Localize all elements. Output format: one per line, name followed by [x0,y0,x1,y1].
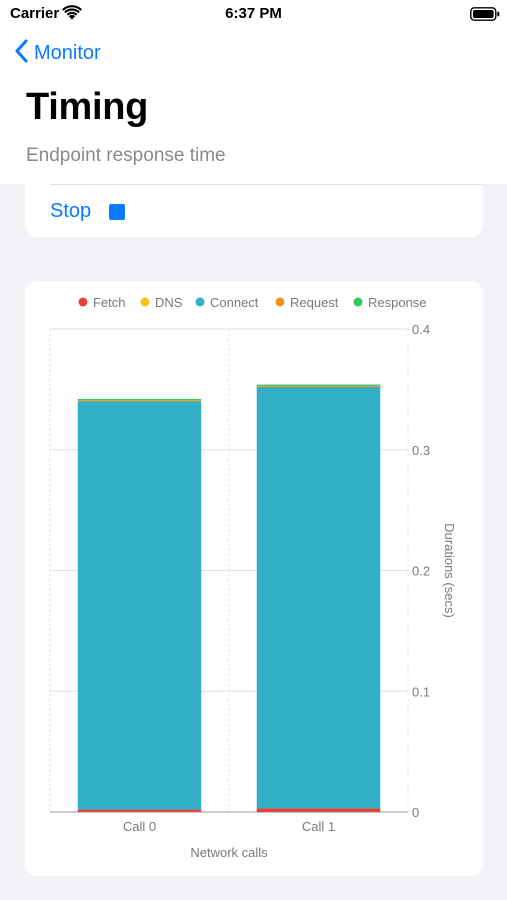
back-button-label: Monitor [34,41,101,64]
legend-item-request: Request [275,295,339,310]
y-tick-label: 0.2 [412,564,430,579]
y-tick-label: 0.3 [412,443,430,458]
carrier-label: Carrier [10,5,60,22]
legend-swatch [353,297,363,307]
y-tick-label: 0.4 [412,322,430,337]
page-title: Timing [26,86,149,128]
wifi-icon [62,5,82,25]
legend-swatch [78,297,88,307]
chart-legend: Fetch DNS Connect Request Response [78,295,427,310]
chevron-left-icon [14,39,28,68]
legend-label: Response [368,295,427,310]
legend-label: DNS [155,295,183,310]
stop-button-label: Stop [50,200,92,222]
y-axis-title: Durations (secs) [442,523,457,618]
bar-segment-connect [256,386,381,809]
legend-item-fetch: Fetch [78,295,126,310]
bar-segment-request [256,385,381,387]
timing-chart: Fetch DNS Connect Request Response 0 0.1 0.2 0.… [49,295,457,860]
clock: 6:37 PM [225,5,282,22]
bar-stack-call-0 [77,399,202,812]
bar-segment-response [256,384,381,386]
page-subtitle: Endpoint response time [26,145,226,166]
divider [50,184,483,185]
status-bar: Carrier 6:37 PM [0,0,507,30]
x-axis-title: Network calls [190,845,268,860]
legend-label: Request [290,295,339,310]
header: Carrier 6:37 PM [0,0,507,184]
bar-segment-request [77,400,202,402]
x-axis: Call 0 Call 1 [123,819,335,834]
legend-label: Connect [210,295,259,310]
legend-swatch [275,297,285,307]
y-tick-label: 0 [412,805,419,820]
legend-item-response: Response [353,295,427,310]
legend-label: Fetch [93,295,126,310]
legend-swatch [140,297,150,307]
legend-swatch [195,297,205,307]
y-tick-label: 0.1 [412,684,430,699]
legend-item-dns: DNS [140,295,183,310]
bar-segment-response [77,399,202,401]
bar-segment-fetch [77,809,202,812]
legend-item-connect: Connect [195,295,259,310]
stop-icon [109,203,126,220]
controls-card: Stop [25,184,483,237]
battery-icon [470,7,500,26]
y-axis: 0 0.1 0.2 0.3 0.4 [412,322,430,820]
bar-stack-call-1 [256,384,381,812]
bar-segment-connect [77,401,202,810]
x-tick-label: Call 0 [123,819,156,834]
chart-card: Fetch DNS Connect Request Response 0 0.1 0.2 0.… [25,281,483,876]
back-button[interactable]: Monitor [14,38,101,68]
stop-button[interactable]: Stop [50,200,126,223]
bar-segment-fetch [256,808,381,812]
chart-bars [77,384,381,812]
x-tick-label: Call 1 [302,819,335,834]
